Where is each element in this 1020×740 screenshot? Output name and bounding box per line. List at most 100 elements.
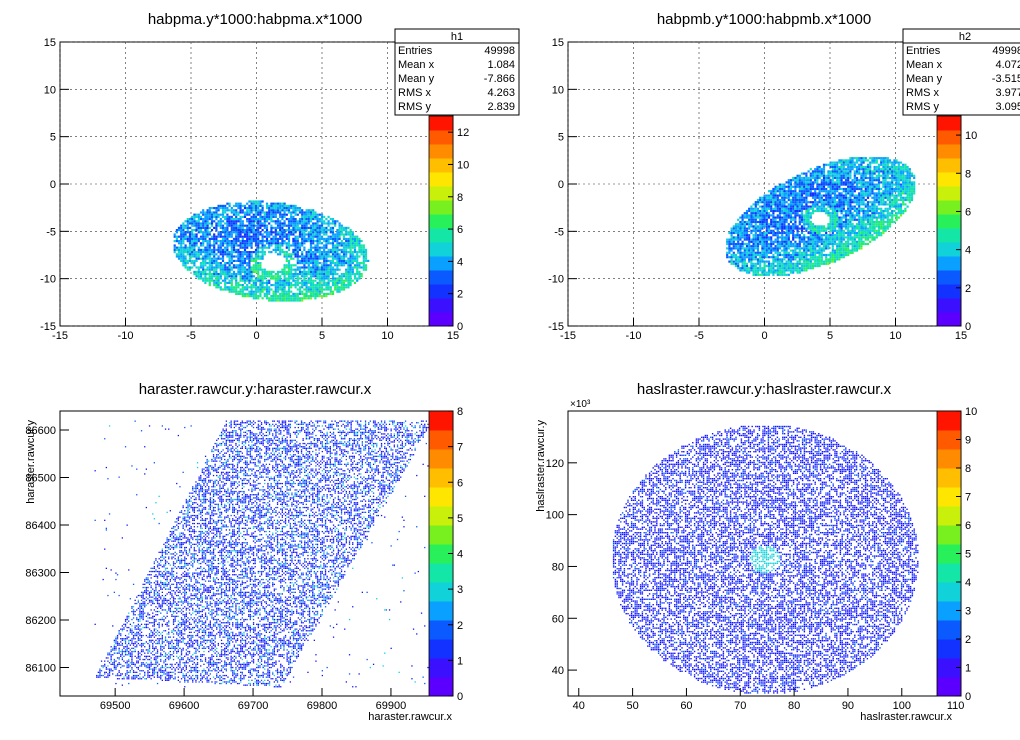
density-cell (237, 284, 240, 287)
density-cell (877, 229, 881, 232)
density-cell (855, 194, 859, 197)
density-cell (739, 231, 742, 235)
density-cell (798, 181, 801, 184)
density-cell (847, 212, 850, 215)
density-cell (303, 235, 306, 238)
density-cell (283, 229, 286, 232)
density-cell (783, 201, 786, 204)
density-cell (816, 225, 819, 228)
density-cell (816, 209, 819, 213)
density-cell (250, 292, 253, 295)
density-cell (254, 257, 258, 260)
density-cell (838, 253, 841, 257)
density-cell (254, 233, 258, 236)
density-cell (877, 157, 881, 160)
density-cell (794, 190, 797, 193)
density-cell (224, 222, 227, 225)
density-cell (809, 223, 812, 226)
density-cell (239, 209, 242, 212)
density-cell (268, 207, 271, 210)
density-cell (754, 216, 757, 219)
density-cell (783, 225, 786, 228)
density-cell (252, 222, 255, 225)
density-cell (840, 236, 843, 239)
density-cell (772, 207, 775, 210)
density-cell (853, 179, 856, 182)
density-cell (270, 237, 273, 240)
density-cell (351, 255, 354, 258)
density-cell (893, 201, 896, 204)
density-cell (899, 174, 903, 177)
density-cell (770, 247, 773, 250)
density-cell (831, 176, 834, 180)
density-cell (787, 225, 790, 228)
density-cell (274, 207, 277, 210)
density-cell (897, 209, 900, 213)
density-cell (329, 235, 332, 238)
density-cell (283, 270, 286, 273)
density-cell (360, 273, 363, 276)
density-cell (323, 229, 326, 232)
density-cell (770, 240, 773, 243)
density-cell (213, 255, 216, 258)
density-cell (254, 204, 258, 207)
density-cell (897, 179, 900, 182)
density-cell (353, 273, 357, 276)
density-cell (290, 295, 293, 298)
density-cell (820, 240, 823, 243)
density-cell (884, 174, 887, 177)
density-cell (226, 218, 229, 221)
density-cell (855, 231, 859, 235)
density-cell (188, 226, 192, 229)
density-cell (215, 262, 218, 265)
density-cell (345, 240, 348, 243)
density-cell (195, 259, 198, 262)
density-cell (897, 185, 900, 188)
density-cell (816, 251, 819, 254)
density-cell (822, 253, 826, 257)
density-cell (314, 257, 317, 260)
density-cell (750, 258, 753, 261)
density-cell (241, 235, 244, 238)
density-cell (792, 190, 795, 193)
density-cell (842, 238, 845, 241)
density-cell (838, 249, 841, 252)
density-cell (351, 242, 354, 245)
density-cell (279, 295, 282, 298)
density-cell (217, 273, 220, 276)
density-cell (248, 268, 251, 271)
density-cell (296, 224, 299, 227)
density-cell (807, 240, 810, 243)
density-cell (323, 266, 326, 269)
density-cell (206, 242, 209, 245)
density-cell (268, 244, 271, 247)
density-cell (754, 234, 757, 237)
density-cell (327, 255, 330, 258)
density-cell (866, 159, 870, 162)
density-cell (210, 224, 214, 227)
density-cell (228, 266, 231, 269)
density-cell (833, 234, 837, 237)
density-cell (221, 264, 225, 267)
density-cell (765, 234, 768, 237)
density-cell (272, 292, 275, 295)
density-cell (869, 179, 872, 182)
density-cell (728, 240, 731, 243)
density-cell (855, 168, 859, 171)
density-cell (228, 202, 231, 205)
density-cell (257, 231, 260, 234)
density-cell (840, 234, 843, 237)
density-cell (287, 218, 291, 221)
density-cell (781, 212, 784, 215)
density-cell (213, 259, 216, 262)
density-cell (314, 226, 317, 229)
density-cell (800, 181, 804, 184)
density-cell (268, 281, 271, 284)
density-cell (820, 174, 823, 177)
density-cell (353, 246, 357, 249)
density-cell (259, 257, 262, 260)
density-cell (831, 229, 834, 232)
density-cell (325, 270, 328, 273)
density-cell (800, 198, 804, 202)
density-cell (204, 264, 207, 267)
